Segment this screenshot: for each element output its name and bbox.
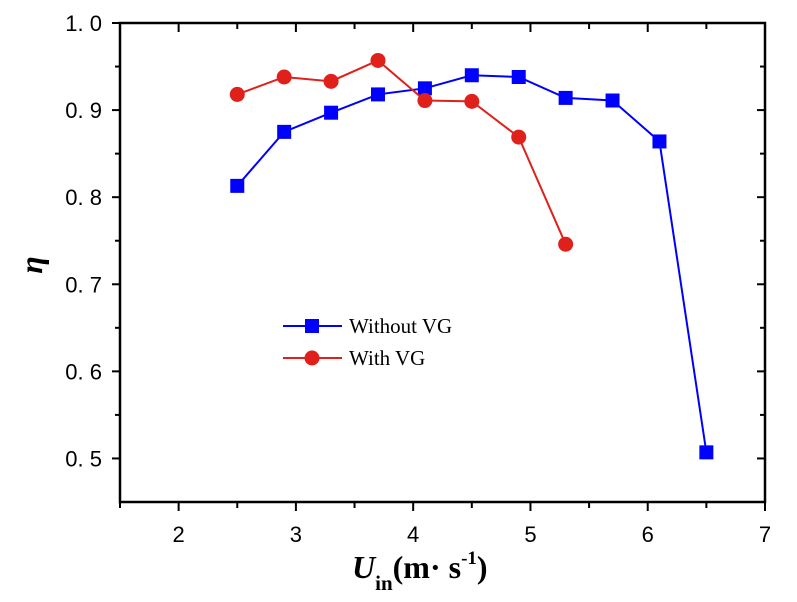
data-point xyxy=(417,81,432,96)
circle-marker-icon xyxy=(304,350,320,366)
legend: Without VG With VG xyxy=(283,314,452,370)
series-line xyxy=(236,74,708,453)
x-axis-title-sup: -1 xyxy=(461,548,477,569)
x-axis-title-main: U xyxy=(352,549,377,585)
y-tick-label: 0. 8 xyxy=(65,185,102,210)
data-point xyxy=(277,124,292,139)
square-marker-icon xyxy=(305,319,319,333)
legend-item: With VG xyxy=(283,346,425,370)
data-point xyxy=(370,52,386,68)
y-axis-title-text: η xyxy=(13,256,49,274)
data-point xyxy=(229,86,245,102)
series-group xyxy=(229,52,714,460)
data-point xyxy=(276,69,292,85)
data-point xyxy=(511,129,527,145)
data-point xyxy=(417,93,433,109)
data-point xyxy=(699,445,714,460)
data-point xyxy=(652,134,667,149)
x-axis-title-sub: in xyxy=(375,571,393,595)
x-axis-title-close: ) xyxy=(477,549,488,585)
data-point xyxy=(464,68,479,83)
data-point xyxy=(230,178,245,193)
y-tick-label: 0. 6 xyxy=(65,359,102,384)
series-line xyxy=(236,59,567,245)
legend-item: Without VG xyxy=(283,314,452,338)
x-tick-label: 2 xyxy=(173,522,185,547)
x-tick-label: 7 xyxy=(759,522,771,547)
x-tick-label: 6 xyxy=(642,522,654,547)
legend-label: Without VG xyxy=(349,314,452,338)
plot-frame xyxy=(118,21,767,504)
data-point xyxy=(324,105,339,120)
x-tick-label: 3 xyxy=(290,522,302,547)
data-point xyxy=(464,93,480,109)
y-tick-label: 1. 0 xyxy=(65,11,102,36)
x-axis-title-unit: (m· s xyxy=(393,549,461,585)
data-point xyxy=(605,93,620,108)
y-tick-label: 0. 9 xyxy=(65,98,102,123)
y-tick-label: 0. 5 xyxy=(65,446,102,471)
y-axis-title: η xyxy=(13,256,49,274)
ticks: 2 3 4 5 6 7 0. 5 0. 6 0. 7 0. 8 0. 9 1. 0 xyxy=(65,11,771,547)
data-point xyxy=(323,73,339,89)
x-tick-label: 4 xyxy=(407,522,419,547)
x-axis-title: Uin(m· s-1) xyxy=(352,548,488,595)
x-tick-label: 5 xyxy=(524,522,536,547)
data-point xyxy=(558,236,574,252)
legend-label: With VG xyxy=(349,346,425,370)
data-point xyxy=(558,90,573,105)
y-tick-label: 0. 7 xyxy=(65,272,102,297)
data-point xyxy=(511,69,526,84)
series-without-vg xyxy=(230,68,714,460)
series-with-vg xyxy=(229,52,574,252)
data-point xyxy=(371,87,385,102)
